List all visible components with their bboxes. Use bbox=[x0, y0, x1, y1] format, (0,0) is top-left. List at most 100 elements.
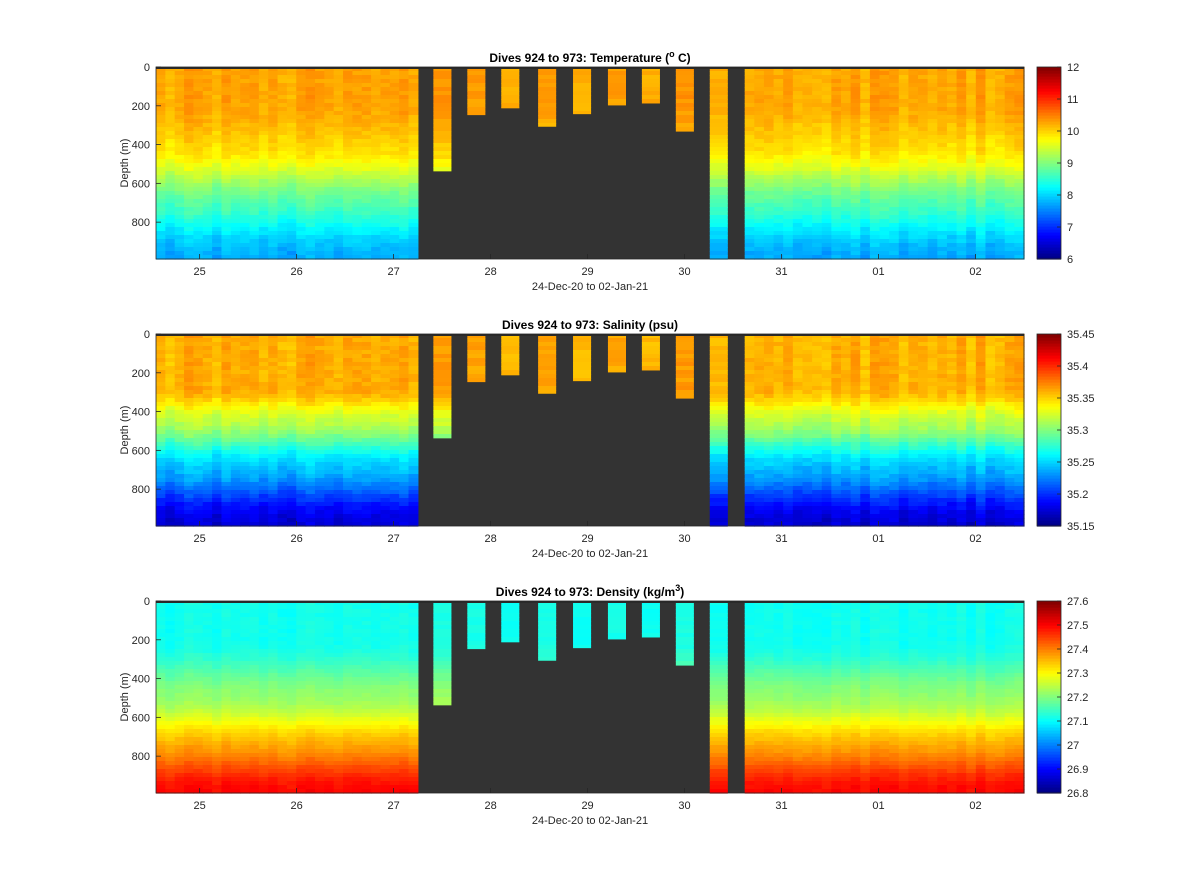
heatmap-cell bbox=[258, 79, 269, 84]
heatmap-cell bbox=[408, 358, 419, 363]
heatmap-cell bbox=[314, 219, 325, 224]
heatmap-cell bbox=[744, 386, 755, 391]
heatmap-cell bbox=[802, 442, 813, 447]
heatmap-cell bbox=[286, 115, 297, 120]
heatmap-cell bbox=[898, 75, 910, 80]
heatmap-cell bbox=[879, 143, 890, 148]
heatmap-cell bbox=[156, 255, 166, 260]
heatmap-cell bbox=[408, 450, 419, 455]
heatmap-cell bbox=[221, 127, 232, 132]
heatmap-cell bbox=[371, 163, 382, 168]
heatmap-cell bbox=[371, 191, 382, 196]
heatmap-cell bbox=[221, 442, 232, 447]
heatmap-cell bbox=[165, 514, 176, 519]
colorbar-segment bbox=[1037, 79, 1061, 83]
heatmap-cell bbox=[156, 183, 166, 188]
heatmap-cell bbox=[230, 111, 241, 116]
heatmap-cell bbox=[408, 374, 419, 379]
heatmap-cell bbox=[352, 187, 363, 192]
heatmap-cell bbox=[1004, 207, 1015, 212]
heatmap-cell bbox=[792, 227, 804, 232]
heatmap-cell bbox=[399, 418, 410, 423]
heatmap-cell bbox=[927, 159, 938, 164]
heatmap-cell bbox=[249, 390, 260, 395]
heatmap-cell bbox=[956, 251, 967, 256]
heatmap-cell bbox=[240, 474, 251, 479]
heatmap-cell bbox=[240, 227, 251, 232]
heatmap-cell bbox=[156, 466, 166, 471]
heatmap-cell bbox=[371, 354, 382, 359]
heatmap-cell bbox=[773, 342, 784, 347]
heatmap-cell bbox=[258, 95, 269, 100]
heatmap-cell bbox=[249, 139, 260, 144]
heatmap-cell bbox=[258, 490, 269, 495]
heatmap-cell bbox=[305, 474, 316, 479]
heatmap-cell bbox=[399, 159, 410, 164]
heatmap-cell bbox=[763, 183, 775, 188]
heatmap-cell bbox=[812, 342, 823, 347]
heatmap-cell bbox=[202, 366, 213, 371]
heatmap-cell bbox=[763, 394, 775, 399]
heatmap-cell bbox=[221, 211, 232, 216]
heatmap-cell bbox=[305, 410, 316, 415]
heatmap-cell bbox=[389, 75, 400, 80]
heatmap-cell bbox=[277, 402, 288, 407]
heatmap-cell bbox=[258, 470, 269, 475]
heatmap-cell bbox=[821, 362, 832, 367]
heatmap-cell bbox=[408, 382, 419, 387]
heatmap-cell bbox=[230, 175, 241, 180]
heatmap-cell bbox=[869, 111, 881, 116]
heatmap-cell bbox=[212, 350, 223, 355]
heatmap-cell bbox=[763, 502, 775, 507]
heatmap-cell bbox=[908, 103, 919, 108]
heatmap-cell bbox=[975, 103, 987, 108]
heatmap-cell bbox=[240, 494, 251, 499]
heatmap-cell bbox=[361, 374, 372, 379]
heatmap-cell bbox=[156, 458, 166, 463]
heatmap-cell bbox=[296, 195, 307, 200]
heatmap-cell bbox=[361, 127, 372, 132]
heatmap-cell bbox=[860, 179, 871, 184]
heatmap-cell bbox=[792, 163, 804, 168]
heatmap-cell bbox=[230, 422, 241, 427]
heatmap-cell bbox=[371, 522, 382, 527]
heatmap-cell bbox=[860, 362, 871, 367]
heatmap-cell bbox=[371, 506, 382, 511]
heatmap-cell bbox=[380, 418, 391, 423]
heatmap-cell bbox=[193, 430, 204, 435]
heatmap-cell bbox=[860, 414, 871, 419]
heatmap-cell bbox=[212, 406, 223, 411]
heatmap-cell bbox=[202, 155, 213, 160]
heatmap-cell bbox=[314, 418, 325, 423]
heatmap-cell bbox=[240, 386, 251, 391]
heatmap-cell bbox=[641, 95, 660, 100]
heatmap-cell bbox=[918, 107, 929, 112]
heatmap-cell bbox=[889, 251, 900, 256]
heatmap-cell bbox=[754, 179, 765, 184]
heatmap-cell bbox=[240, 111, 251, 116]
heatmap-cell bbox=[258, 478, 269, 483]
heatmap-cell bbox=[352, 394, 363, 399]
heatmap-cell bbox=[389, 486, 400, 491]
heatmap-cell bbox=[850, 418, 861, 423]
heatmap-cell bbox=[174, 362, 185, 367]
heatmap-cell bbox=[879, 175, 890, 180]
heatmap-cell bbox=[744, 458, 755, 463]
heatmap-cell bbox=[268, 71, 279, 76]
heatmap-cell bbox=[212, 398, 223, 403]
heatmap-cell bbox=[314, 458, 325, 463]
heatmap-cell bbox=[408, 470, 419, 475]
heatmap-cell bbox=[399, 518, 410, 523]
heatmap-cell bbox=[305, 402, 316, 407]
heatmap-cell bbox=[869, 87, 881, 92]
heatmap-cell bbox=[286, 378, 297, 383]
heatmap-cell bbox=[249, 414, 260, 419]
heatmap-cell bbox=[802, 414, 813, 419]
heatmap-cell bbox=[399, 398, 410, 403]
heatmap-cell bbox=[184, 386, 195, 391]
colorbar-segment bbox=[1037, 85, 1061, 89]
heatmap-cell bbox=[812, 95, 823, 100]
heatmap-cell bbox=[821, 406, 832, 411]
heatmap-cell bbox=[156, 434, 166, 439]
heatmap-cell bbox=[831, 107, 842, 112]
